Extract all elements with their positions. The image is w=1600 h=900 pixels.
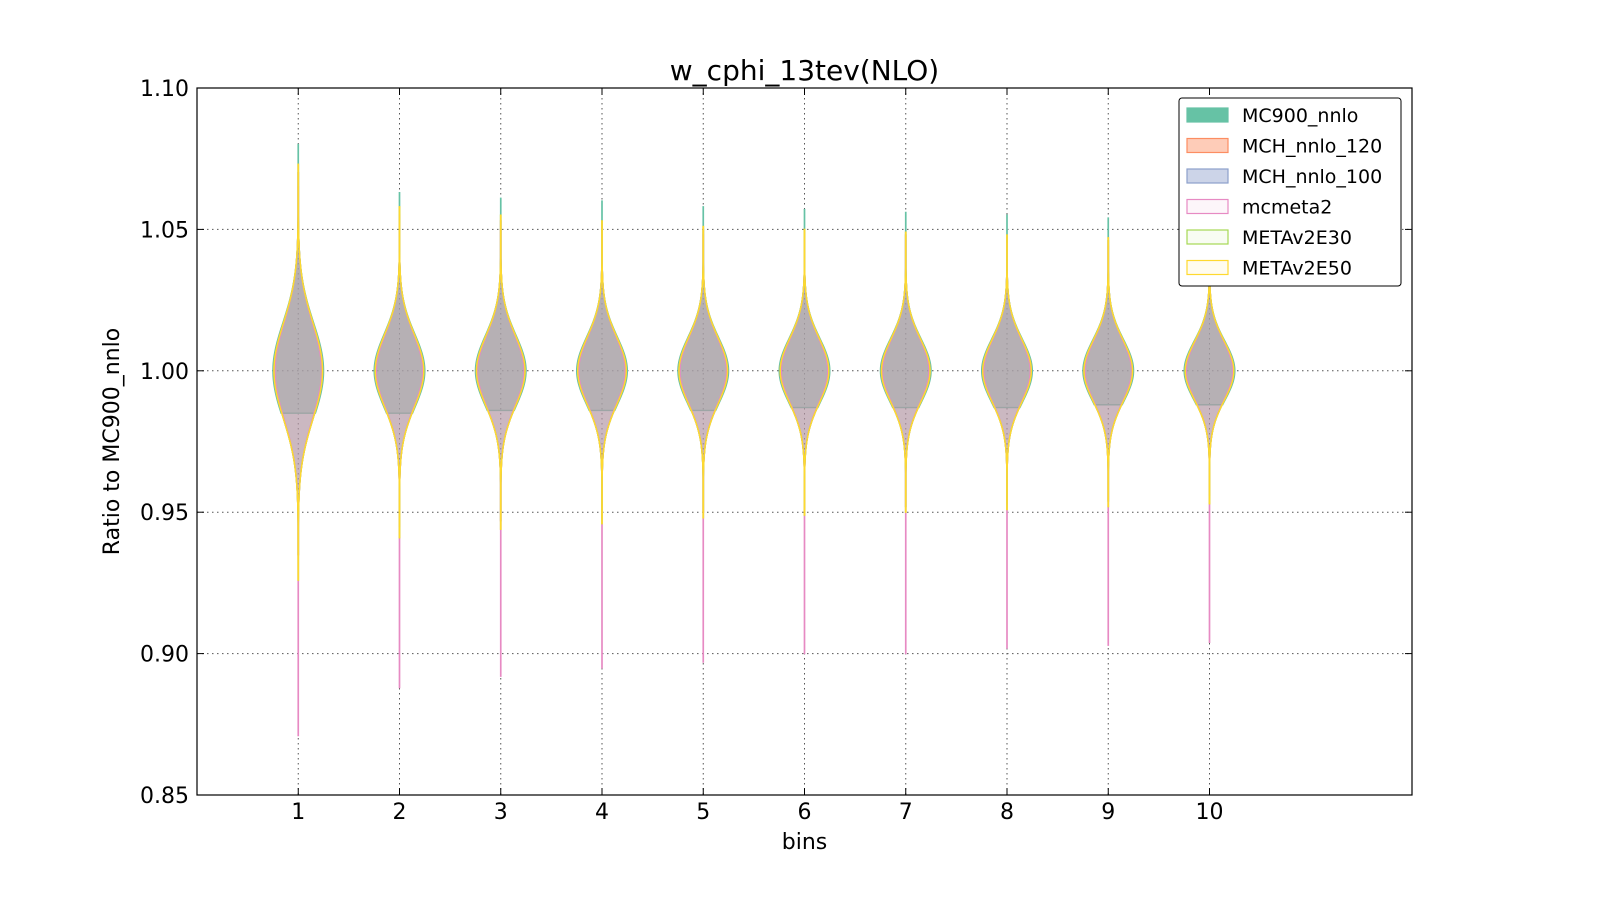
violin xyxy=(982,234,1032,511)
violin xyxy=(880,231,931,513)
x-tick-label: 3 xyxy=(494,800,508,825)
y-axis-label: Ratio to MC900_nnlo xyxy=(100,328,125,555)
x-tick-label: 6 xyxy=(798,800,812,825)
legend-label: MCH_nnlo_100 xyxy=(1242,166,1382,188)
y-tick-label: 1.05 xyxy=(140,218,189,243)
legend-label: METAv2E30 xyxy=(1242,227,1352,249)
chart-title: w_cphi_13tev(NLO) xyxy=(670,54,939,87)
x-tick-label: 8 xyxy=(1000,800,1014,825)
violin xyxy=(577,220,627,525)
legend-swatch xyxy=(1186,107,1229,123)
legend-swatch xyxy=(1186,259,1229,276)
x-axis-label: bins xyxy=(782,830,827,855)
legend-swatch xyxy=(1186,229,1229,245)
legend-label: MCH_nnlo_120 xyxy=(1242,136,1382,158)
x-tick-label: 4 xyxy=(595,800,609,825)
y-tick-label: 1.00 xyxy=(140,360,189,385)
x-tick-label: 5 xyxy=(696,800,710,825)
x-tick-label: 2 xyxy=(393,800,407,825)
violin xyxy=(1083,237,1134,508)
violin xyxy=(475,214,526,530)
violin-series-METAv2E50 xyxy=(273,163,1235,581)
violin xyxy=(273,163,324,581)
legend-swatch xyxy=(1186,168,1229,184)
y-tick-label: 1.10 xyxy=(140,77,189,102)
violin xyxy=(678,225,729,519)
legend-label: mcmeta2 xyxy=(1242,197,1332,219)
legend-label: MC900_nnlo xyxy=(1242,105,1358,127)
violin xyxy=(779,228,830,516)
x-tick-label: 9 xyxy=(1101,800,1115,825)
violin-series-mcmeta2 xyxy=(274,186,1234,737)
axis-ticks: 1 2 3 4 5 6 7 8 9 10 0.85 0.90 0.95 1.00 1.05 1.10 xyxy=(140,77,1412,825)
x-tick-label: 7 xyxy=(899,800,913,825)
violin-plot-area xyxy=(272,143,1236,737)
legend-swatch xyxy=(1186,137,1229,154)
y-tick-label: 0.90 xyxy=(140,643,189,668)
x-tick-label: 10 xyxy=(1196,800,1224,825)
x-tick-label: 1 xyxy=(291,800,305,825)
y-tick-label: 0.95 xyxy=(140,501,189,526)
legend-box xyxy=(1178,97,1402,287)
legend: MC900_nnlo MCH_nnlo_120 MCH_nnlo_100mcmeta… xyxy=(1178,97,1402,287)
violin-series-MCH_nnlo_100 xyxy=(273,172,1235,556)
legend-label: METAv2E50 xyxy=(1242,258,1352,280)
legend-swatch xyxy=(1186,198,1229,215)
y-tick-label: 0.85 xyxy=(140,784,189,809)
violin xyxy=(374,206,425,539)
